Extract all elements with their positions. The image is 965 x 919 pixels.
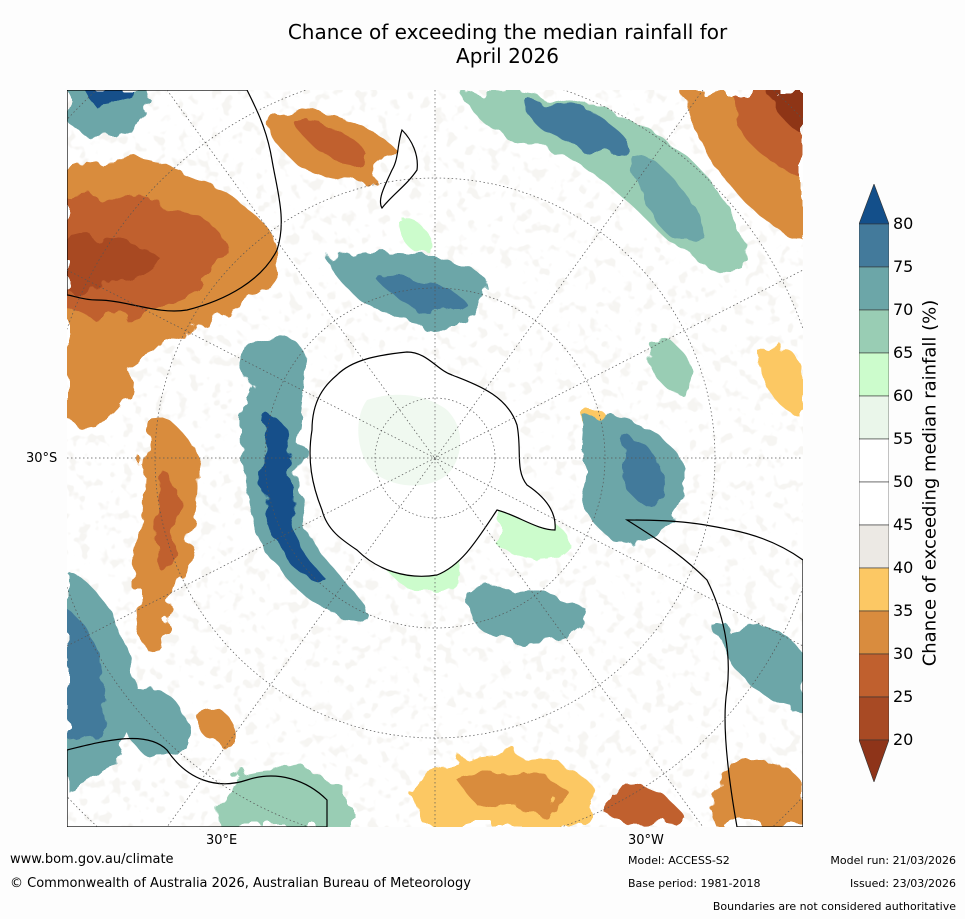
colorbar-tick: 75 <box>893 257 914 276</box>
australia-outline <box>67 90 282 312</box>
colorbar-tick: 35 <box>893 601 914 620</box>
colorbar-tick: 60 <box>893 386 914 405</box>
colorbar-tick: 65 <box>893 343 914 362</box>
website-link[interactable]: www.bom.gov.au/climate <box>10 852 174 867</box>
colorbar-tick: 25 <box>893 687 914 706</box>
disclaimer-text: Boundaries are not considered authoritat… <box>712 900 956 913</box>
colorbar <box>858 183 890 783</box>
colorbar-tick: 50 <box>893 472 914 491</box>
longitude-label-30w: 30°W <box>628 833 664 848</box>
colorbar-tick: 20 <box>893 730 914 749</box>
longitude-label-30e: 30°E <box>206 833 238 848</box>
graticule <box>67 90 803 827</box>
latitude-label-30s: 30°S <box>26 451 58 466</box>
new-zealand-outline <box>379 128 418 210</box>
colorbar-tick: 55 <box>893 429 914 448</box>
colorbar-graphic <box>858 183 890 783</box>
wet-regions <box>67 90 803 827</box>
colorbar-tick: 40 <box>893 558 914 577</box>
africa-outline <box>67 737 328 827</box>
model-run-text: Model run: 21/03/2026 <box>830 854 956 867</box>
south-america-outline <box>624 519 803 827</box>
rainfall-map <box>67 90 803 827</box>
colorbar-tick: 70 <box>893 300 914 319</box>
model-text: Model: ACCESS-S2 <box>628 854 730 867</box>
colorbar-tick: 80 <box>893 214 914 233</box>
base-period-text: Base period: 1981-2018 <box>628 877 761 890</box>
title-line-1: Chance of exceeding the median rainfall … <box>287 20 728 44</box>
title-line-2: April 2026 <box>456 44 559 68</box>
copyright-text: © Commonwealth of Australia 2026, Austra… <box>10 876 471 891</box>
colorbar-tick: 30 <box>893 644 914 663</box>
colorbar-label: Chance of exceeding median rainfall (%) <box>919 299 941 667</box>
map-canvas <box>67 90 803 827</box>
map-title: Chance of exceeding the median rainfall … <box>0 20 965 68</box>
issued-text: Issued: 23/03/2026 <box>849 877 956 890</box>
colorbar-tick: 45 <box>893 515 914 534</box>
dry-regions <box>67 90 803 827</box>
